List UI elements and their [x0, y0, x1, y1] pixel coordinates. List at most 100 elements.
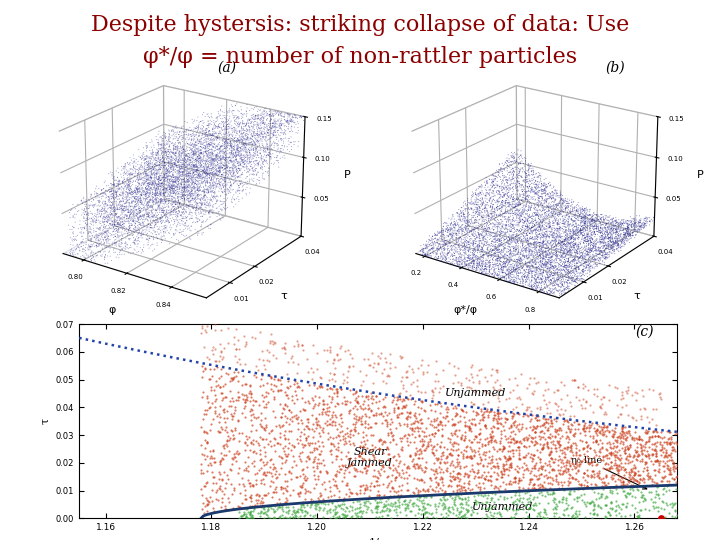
Point	[544, 462, 556, 470]
Point	[616, 500, 628, 508]
Point	[357, 507, 369, 516]
Point	[419, 503, 431, 512]
Point	[607, 470, 618, 479]
Point	[321, 356, 333, 365]
Point	[526, 467, 537, 476]
Point	[532, 446, 544, 455]
Point	[222, 414, 233, 422]
Point	[209, 507, 220, 516]
Point	[606, 498, 617, 507]
Point	[356, 449, 368, 458]
Point	[268, 395, 279, 403]
Point	[341, 373, 352, 381]
Point	[613, 502, 625, 511]
Point	[505, 461, 516, 470]
Point	[199, 443, 210, 452]
Point	[562, 417, 574, 426]
Point	[322, 400, 333, 408]
Point	[550, 474, 562, 483]
Point	[274, 452, 285, 461]
Point	[207, 415, 218, 423]
Point	[402, 501, 413, 510]
Point	[292, 489, 304, 498]
Point	[449, 429, 460, 437]
Point	[419, 467, 431, 476]
Point	[409, 424, 420, 433]
Point	[374, 491, 385, 500]
Point	[368, 451, 379, 460]
Point	[358, 436, 369, 445]
Point	[329, 514, 341, 523]
Point	[554, 441, 566, 449]
Point	[215, 348, 227, 356]
Point	[427, 388, 438, 396]
Point	[513, 438, 525, 447]
Point	[469, 450, 480, 459]
Point	[634, 433, 645, 441]
Point	[227, 460, 238, 469]
Point	[374, 445, 385, 454]
Point	[297, 405, 308, 414]
Point	[200, 494, 212, 502]
Point	[323, 477, 335, 485]
Point	[399, 474, 410, 482]
Point	[258, 403, 269, 412]
Point	[546, 415, 557, 424]
Point	[582, 441, 593, 449]
Point	[490, 415, 502, 423]
Point	[373, 436, 384, 444]
Point	[503, 480, 515, 488]
Point	[247, 514, 258, 523]
Point	[498, 504, 509, 512]
Point	[452, 492, 464, 501]
Point	[283, 438, 294, 447]
Point	[267, 464, 279, 473]
Point	[333, 512, 345, 521]
Point	[368, 465, 379, 474]
Point	[407, 454, 418, 463]
Point	[418, 428, 430, 436]
Point	[296, 483, 307, 491]
Point	[623, 443, 634, 452]
Point	[238, 391, 250, 400]
Point	[280, 391, 292, 400]
Point	[436, 474, 448, 482]
Point	[530, 423, 541, 432]
Point	[647, 476, 658, 485]
Point	[432, 454, 444, 462]
Point	[662, 451, 674, 460]
Point	[644, 433, 656, 441]
Point	[565, 443, 577, 452]
Point	[546, 464, 558, 473]
Point	[328, 417, 339, 426]
Point	[384, 359, 396, 367]
Point	[248, 462, 260, 471]
Point	[528, 506, 539, 515]
Point	[619, 465, 631, 474]
Point	[225, 426, 237, 434]
Point	[222, 506, 234, 515]
Point	[613, 465, 625, 474]
Point	[567, 512, 578, 521]
Point	[369, 495, 381, 504]
Point	[319, 400, 330, 409]
Point	[305, 364, 317, 373]
Point	[377, 511, 388, 520]
Point	[300, 476, 311, 485]
Point	[536, 444, 547, 453]
Point	[513, 448, 525, 457]
Point	[480, 475, 491, 483]
Point	[473, 478, 485, 487]
Point	[611, 465, 623, 474]
Point	[420, 463, 431, 471]
Point	[396, 443, 408, 451]
Point	[240, 512, 252, 521]
Point	[368, 494, 379, 503]
Point	[625, 481, 636, 489]
Point	[554, 440, 565, 448]
Point	[412, 502, 423, 511]
Point	[240, 512, 252, 521]
Point	[504, 438, 516, 447]
Point	[579, 422, 590, 430]
Point	[474, 424, 486, 433]
